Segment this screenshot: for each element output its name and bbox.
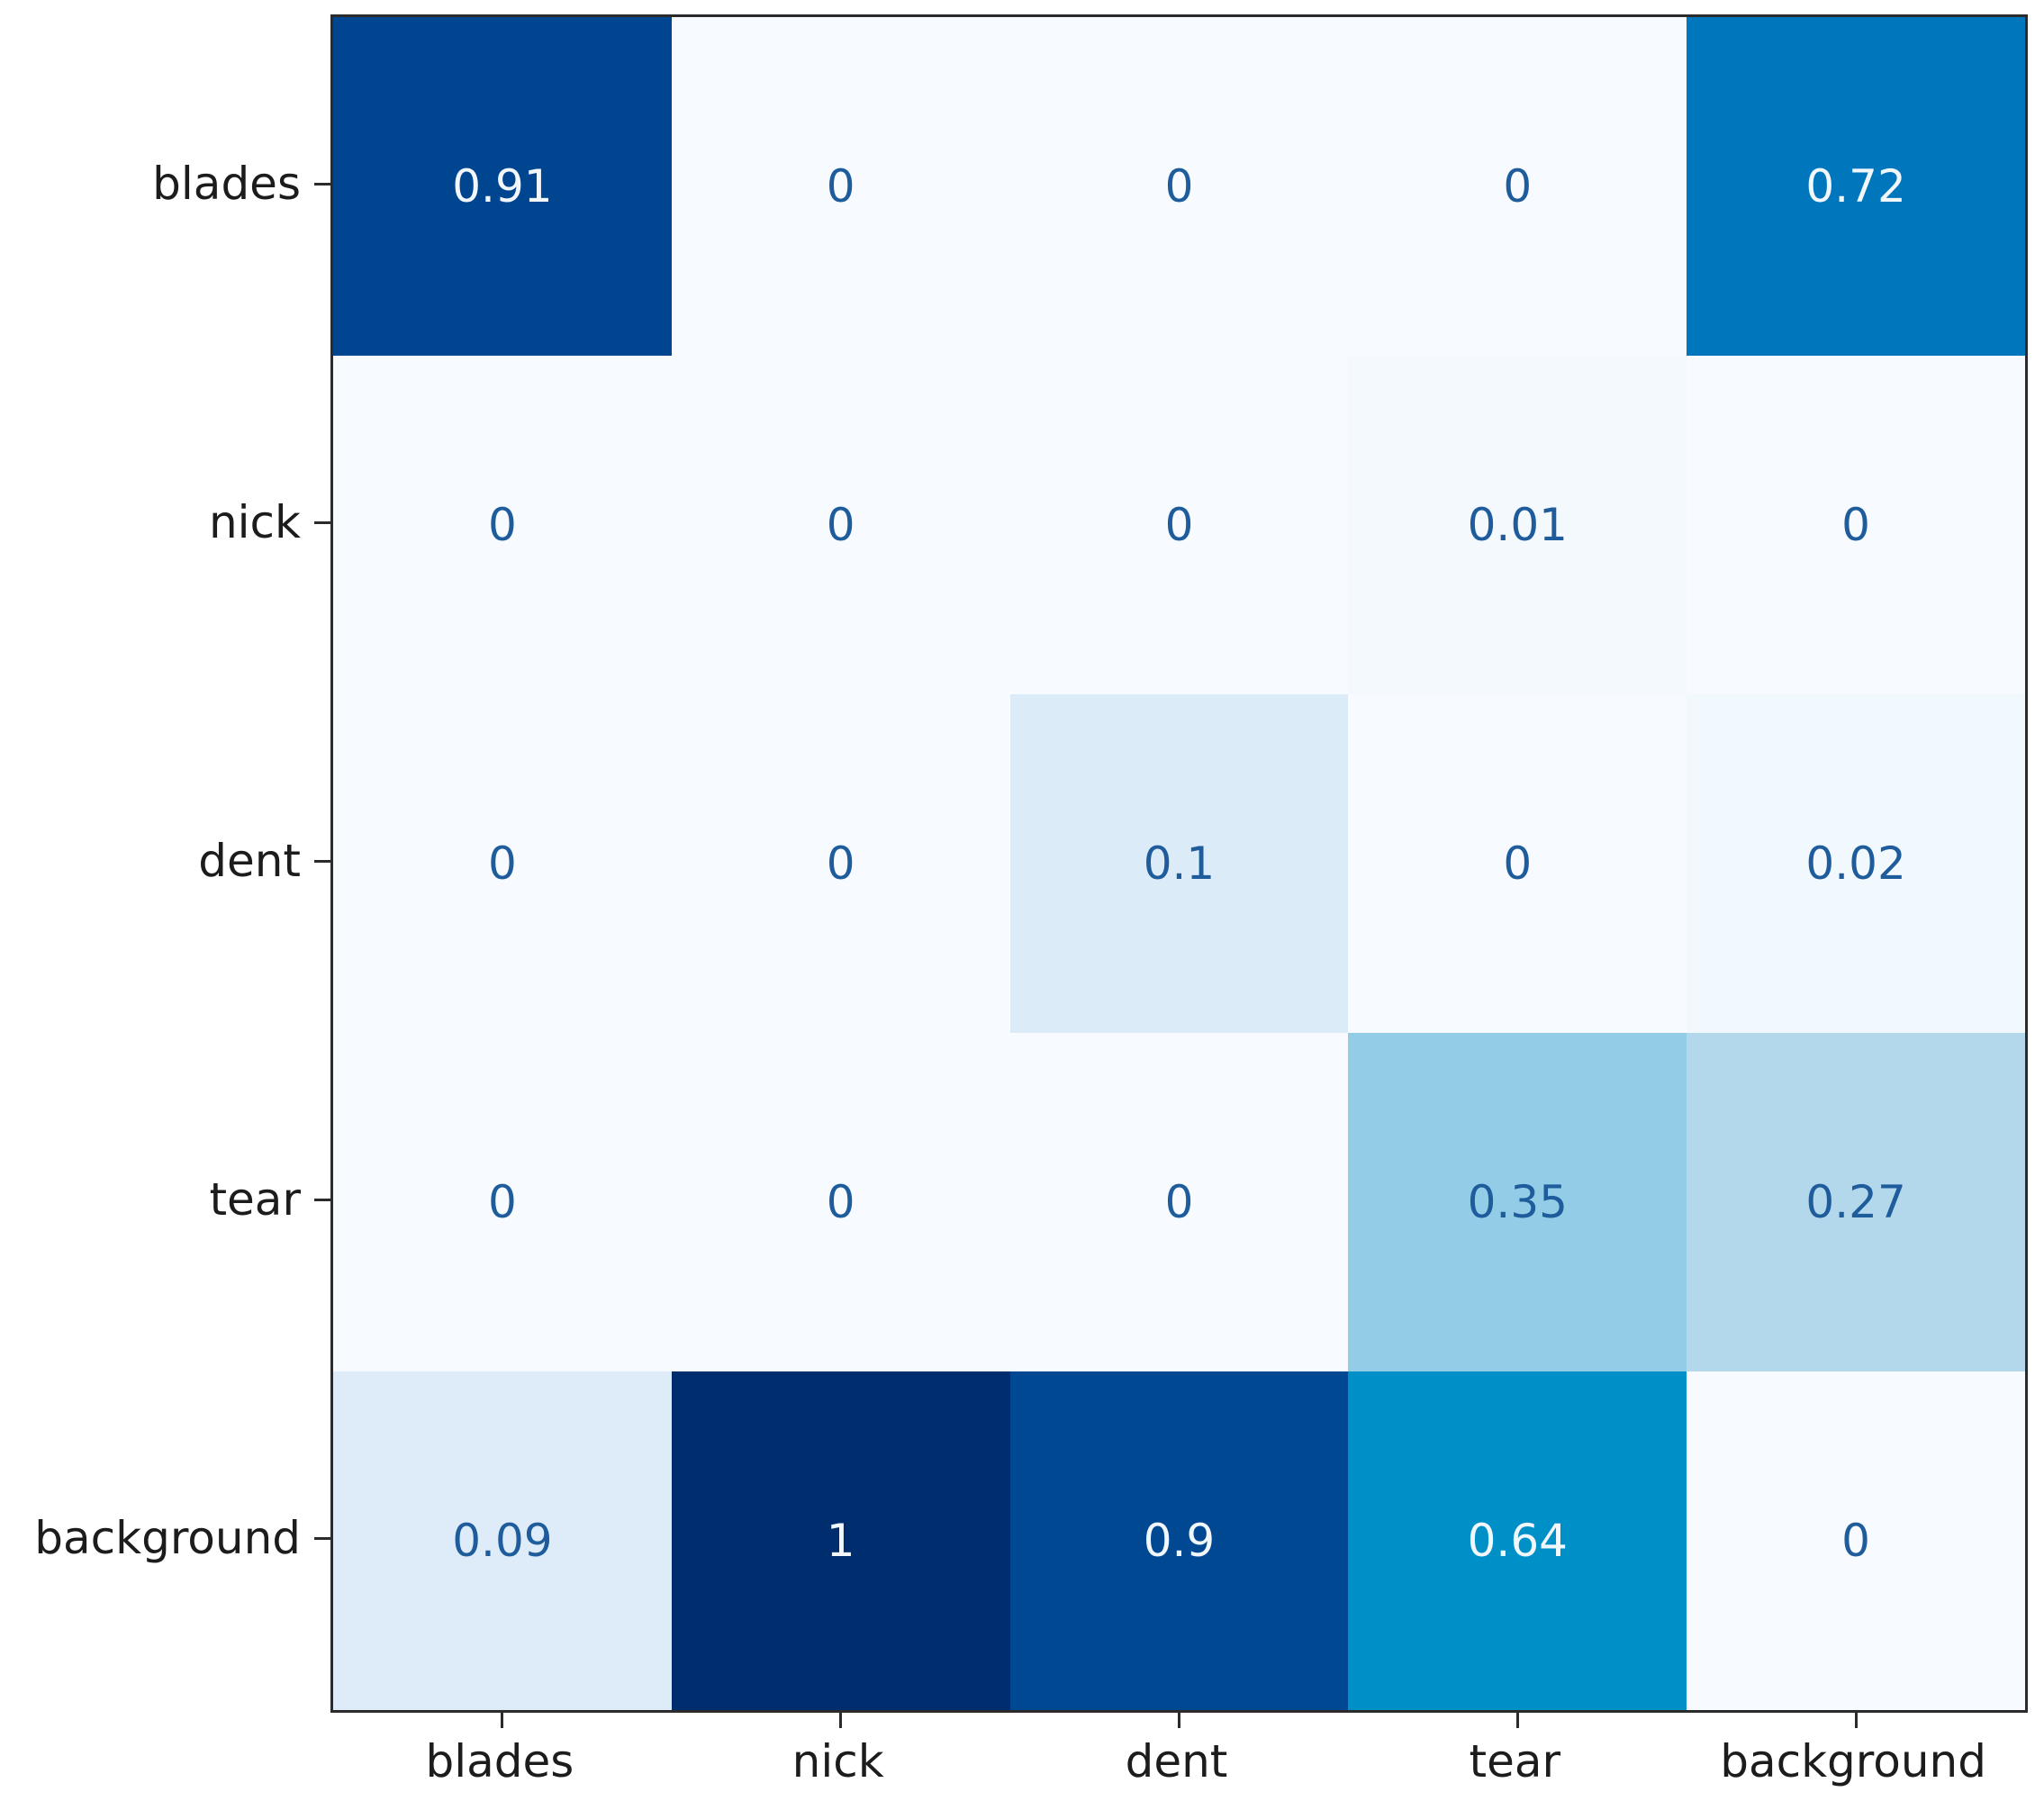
heatmap-cell: 0 [671,17,1010,356]
y-tick [314,1536,330,1540]
y-tick-label: blades [152,158,301,210]
y-axis-labels: blades nick dent tear background [0,14,301,1707]
y-tick [314,520,330,524]
heatmap-cell: 0.64 [1348,1371,1687,1710]
heatmap-cell: 0 [1009,17,1349,356]
heatmap-cell: 0 [1348,694,1687,1033]
heatmap-cell: 0 [1348,17,1687,356]
x-tick [1854,1710,1858,1728]
y-tick-label: tear [209,1173,301,1226]
heatmap-cell: 0 [1009,1033,1349,1371]
heatmap-cell: 0.9 [1009,1371,1349,1710]
x-tick-label: tear [1469,1735,1561,1787]
heatmap-cell: 0 [1687,1371,2025,1710]
heatmap-cell: 1 [671,1371,1010,1710]
y-tick [314,1198,330,1201]
heatmap-cell: 0.27 [1687,1033,2025,1371]
heatmap-plot: 0.91 0 0 0 0.72 0 0 0 0.01 0 0 0 0.1 0 0.02 0 0 0 0.35 0.27… [330,14,2028,1713]
x-tick-label: background [1720,1735,1986,1787]
x-axis-labels: blades nick dent tear background [330,1735,2022,1807]
heatmap-cell: 0.35 [1348,1033,1687,1371]
y-tick-label: background [34,1512,301,1564]
heatmap-cell: 0 [671,694,1010,1033]
x-tick [1178,1710,1180,1728]
heatmap-cell: 0 [1009,356,1349,694]
heatmap-cell: 0 [671,1033,1010,1371]
x-tick-label: blades [425,1735,574,1787]
heatmap-cell: 0.91 [333,17,672,356]
heatmap-cell: 0.1 [1009,694,1349,1033]
heatmap-cell: 0 [333,356,672,694]
x-tick [839,1710,843,1728]
y-tick-label: dent [198,835,301,887]
heatmap-cell: 0.09 [333,1371,672,1710]
x-tick-label: nick [791,1735,884,1787]
y-tick [314,182,330,186]
heatmap-cell: 0 [333,694,672,1033]
heatmap-cell: 0 [671,356,1010,694]
y-tick [314,859,330,863]
x-tick [501,1710,504,1728]
heatmap-cell: 0 [1687,356,2025,694]
heatmap-cell: 0.02 [1687,694,2025,1033]
y-tick-label: nick [208,496,301,548]
heatmap-cell: 0.72 [1687,17,2025,356]
heatmap-cell: 0.01 [1348,356,1687,694]
x-tick [1515,1710,1519,1728]
heatmap-cell: 0 [333,1033,672,1371]
x-tick-label: dent [1125,1735,1228,1787]
